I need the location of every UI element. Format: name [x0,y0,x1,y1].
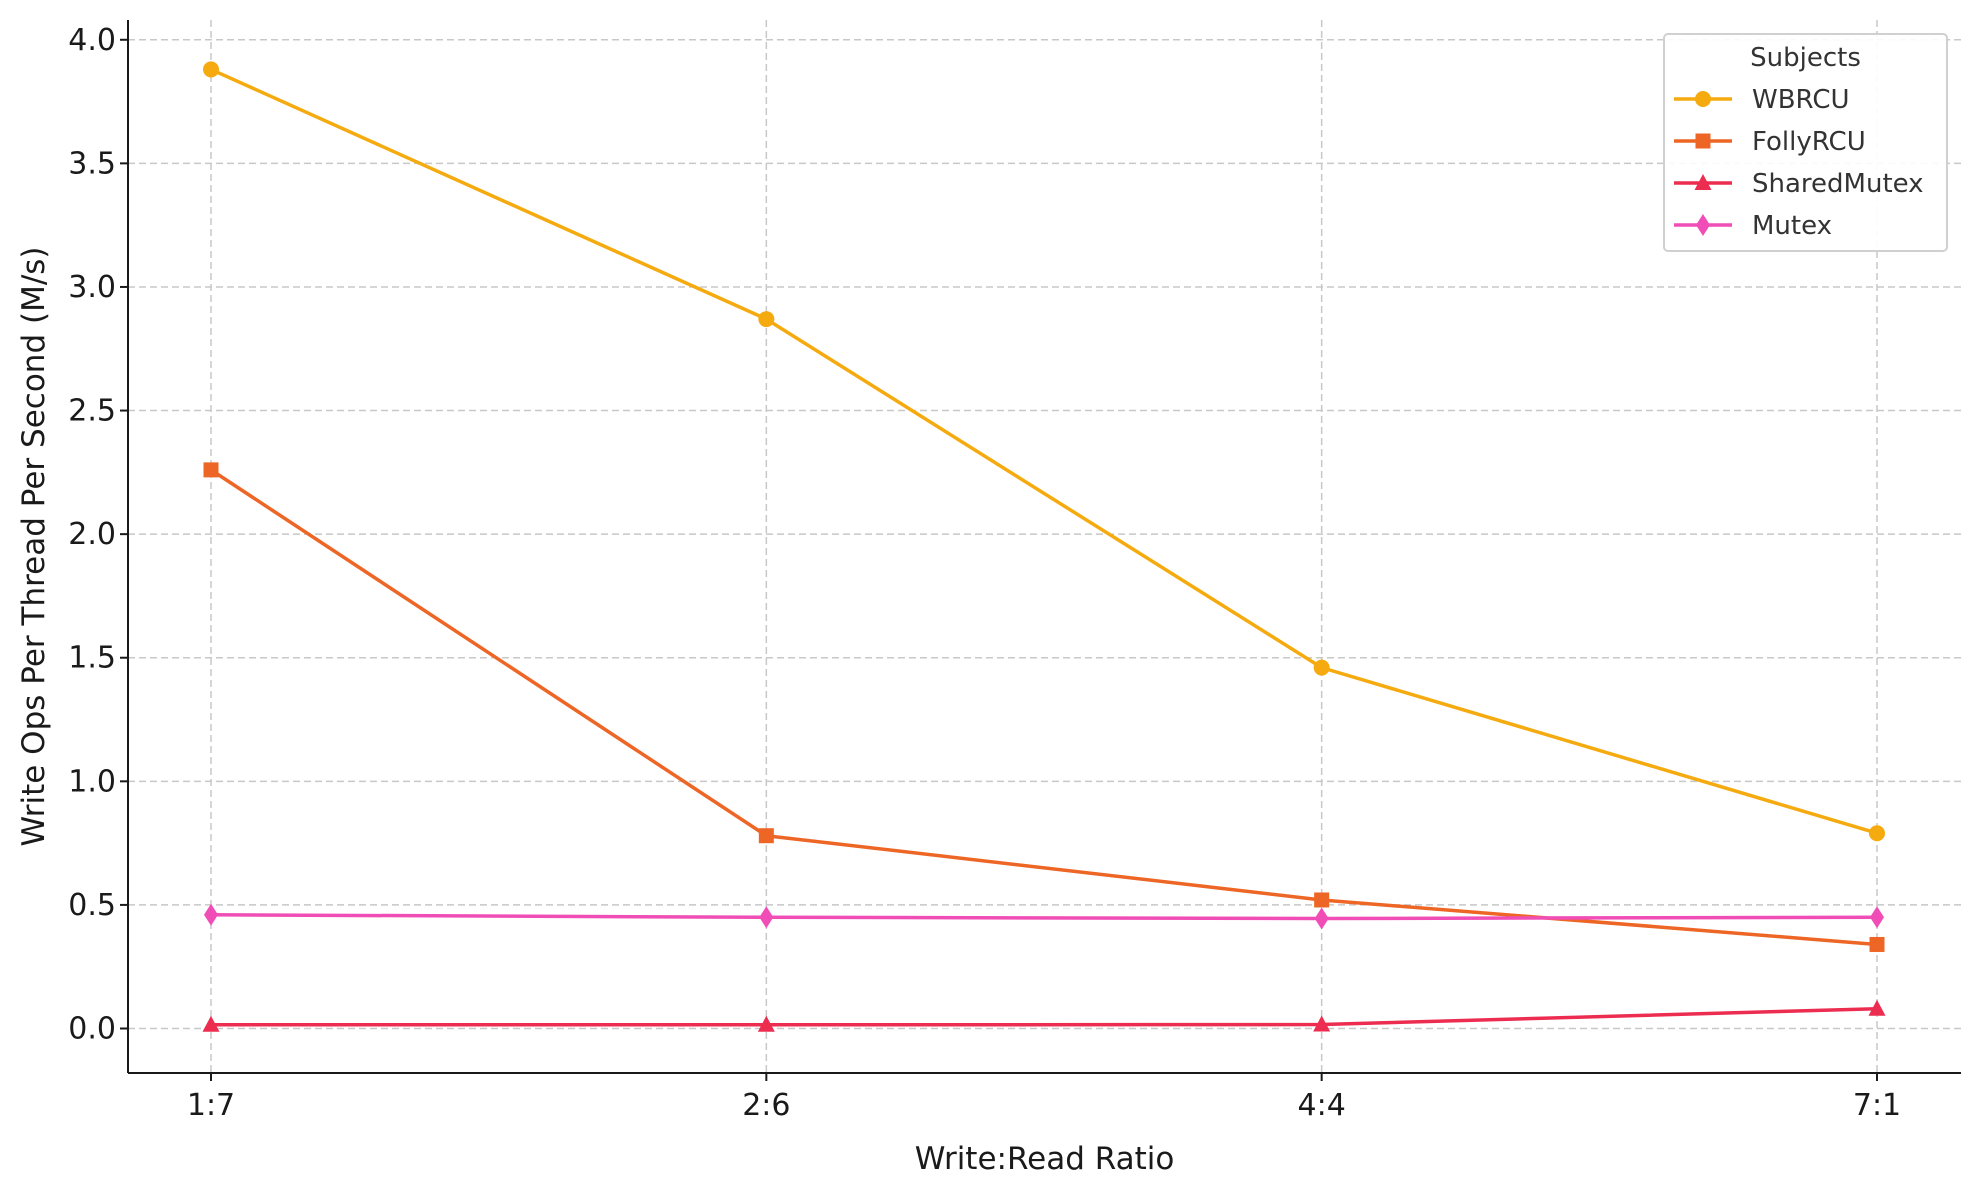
grid [128,20,1961,1073]
y-tick-label: 4.0 [68,23,116,58]
series-sharedmutex [202,999,1886,1032]
data-point-follyrcu [758,828,774,844]
axes [127,20,1961,1074]
legend-label-wbrcu: WBRCU [1752,85,1850,115]
data-point-mutex [759,906,774,929]
y-tick-label: 1.0 [68,764,116,799]
x-axis-title: Write:Read Ratio [915,1141,1175,1177]
data-point-sharedmutex [202,1015,220,1032]
legend-box [1663,33,1948,252]
y-tick-label: 0.5 [68,888,116,923]
series-wbrcu [203,61,1885,842]
y-tick-label: 3.5 [68,146,116,181]
series-line-wbrcu [210,67,1878,835]
legend-item-wbrcu: WBRCU [1674,85,1850,115]
data-point-follyrcu [1314,892,1330,908]
data-point-sharedmutex [757,1015,775,1032]
legend-item-sharedmutex: SharedMutex [1674,169,1924,199]
legend-label-sharedmutex: SharedMutex [1752,169,1924,199]
legend-title: Subjects [1750,43,1861,73]
series-follyrcu [203,462,1885,952]
y-tick-label: 2.5 [68,394,116,429]
legend-swatch-marker [1696,214,1710,236]
data-point-mutex [1314,907,1329,930]
legend-swatch-marker [1694,174,1712,190]
y-tick-label: 1.5 [68,641,116,676]
x-tick-label: 2:6 [742,1088,790,1123]
data-point-follyrcu [1869,936,1885,952]
x-tick-label: 4:4 [1298,1088,1346,1123]
data-point-wbrcu [1313,659,1330,676]
data-point-wbrcu [758,311,775,328]
data-point-sharedmutex [1868,999,1886,1016]
y-axis-title: Write Ops Per Thread Per Second (M/s) [16,246,52,846]
series-mutex [204,903,1884,930]
legend-label-follyrcu: FollyRCU [1752,127,1866,157]
legend-item-mutex: Mutex [1674,211,1832,241]
data-point-follyrcu [203,462,219,478]
x-tick-label: 1:7 [187,1088,235,1123]
series-line-mutex [210,913,1878,921]
ticks: 0.0 0.5 1.0 1.5 2.0 2.5 3.0 3.5 4.0 1:7 2:6 4:4 7:1 [68,23,1901,1123]
y-tick-label: 2.0 [68,517,116,552]
legend-items: WBRCU FollyRCU SharedMutex Mutex [1674,85,1924,241]
y-tick-label: 3.0 [68,270,116,305]
series-line-follyrcu [210,468,1878,947]
legend-swatch-marker [1695,133,1711,149]
x-tick-label: 7:1 [1853,1088,1901,1123]
legend-swatch-marker [1695,91,1711,107]
series [202,61,1886,1032]
legend-label-mutex: Mutex [1752,211,1832,241]
legend-item-follyrcu: FollyRCU [1674,127,1866,157]
data-point-mutex [204,903,218,926]
legend: Subjects WBRCU FollyRCU SharedMutex Mutex [1663,33,1948,252]
data-point-wbrcu [203,61,219,78]
y-tick-label: 0.0 [68,1012,116,1047]
data-point-sharedmutex [1313,1015,1331,1032]
data-point-mutex [1870,906,1884,929]
series-line-sharedmutex [211,1006,1878,1027]
data-point-wbrcu [1869,825,1885,842]
